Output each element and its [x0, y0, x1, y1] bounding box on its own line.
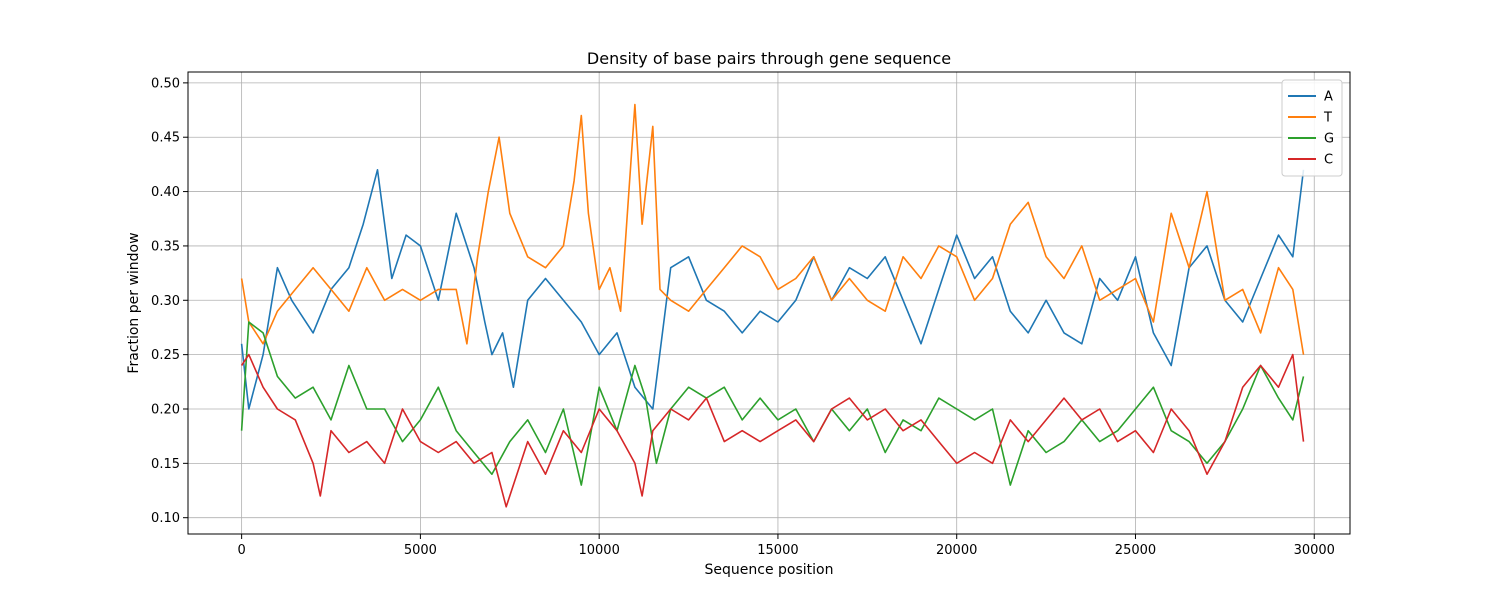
legend-label-C: C — [1324, 153, 1333, 168]
y-tick-label: 0.45 — [151, 131, 180, 146]
y-tick-label: 0.50 — [151, 76, 180, 91]
x-tick-label: 10000 — [578, 543, 619, 558]
legend-box — [1281, 79, 1343, 177]
series-line-G — [240, 321, 1305, 486]
legend-label-A: A — [1324, 90, 1333, 105]
x-tick-label: 5000 — [404, 543, 437, 558]
axis-ticks: 0 5000 10000 15000 20000 25000 30000 0.10 0.15 0.… — [151, 76, 1335, 558]
y-tick-label: 0.30 — [151, 294, 180, 309]
y-tick-label: 0.10 — [151, 511, 180, 526]
x-tick-label: 15000 — [757, 543, 798, 558]
y-axis-title: Fraction per window — [126, 232, 142, 373]
legend-label-G: G — [1324, 132, 1334, 147]
chart-title: Density of base pairs through gene seque… — [587, 49, 951, 68]
y-tick-label: 0.35 — [151, 239, 180, 254]
series-line-T — [240, 103, 1305, 355]
x-axis-title: Sequence position — [705, 562, 834, 578]
x-tick-label: 20000 — [936, 543, 977, 558]
x-tick-label: 30000 — [1294, 543, 1335, 558]
y-tick-label: 0.40 — [151, 185, 180, 200]
legend-label-T: T — [1323, 111, 1332, 126]
series-line-C — [240, 353, 1305, 508]
plot-series — [240, 103, 1305, 508]
y-tick-label: 0.20 — [151, 402, 180, 417]
plot-frame — [187, 71, 1351, 535]
x-tick-label: 25000 — [1115, 543, 1156, 558]
y-tick-label: 0.15 — [151, 457, 180, 472]
y-tick-label: 0.25 — [151, 348, 180, 363]
x-tick-label: 0 — [237, 543, 245, 558]
